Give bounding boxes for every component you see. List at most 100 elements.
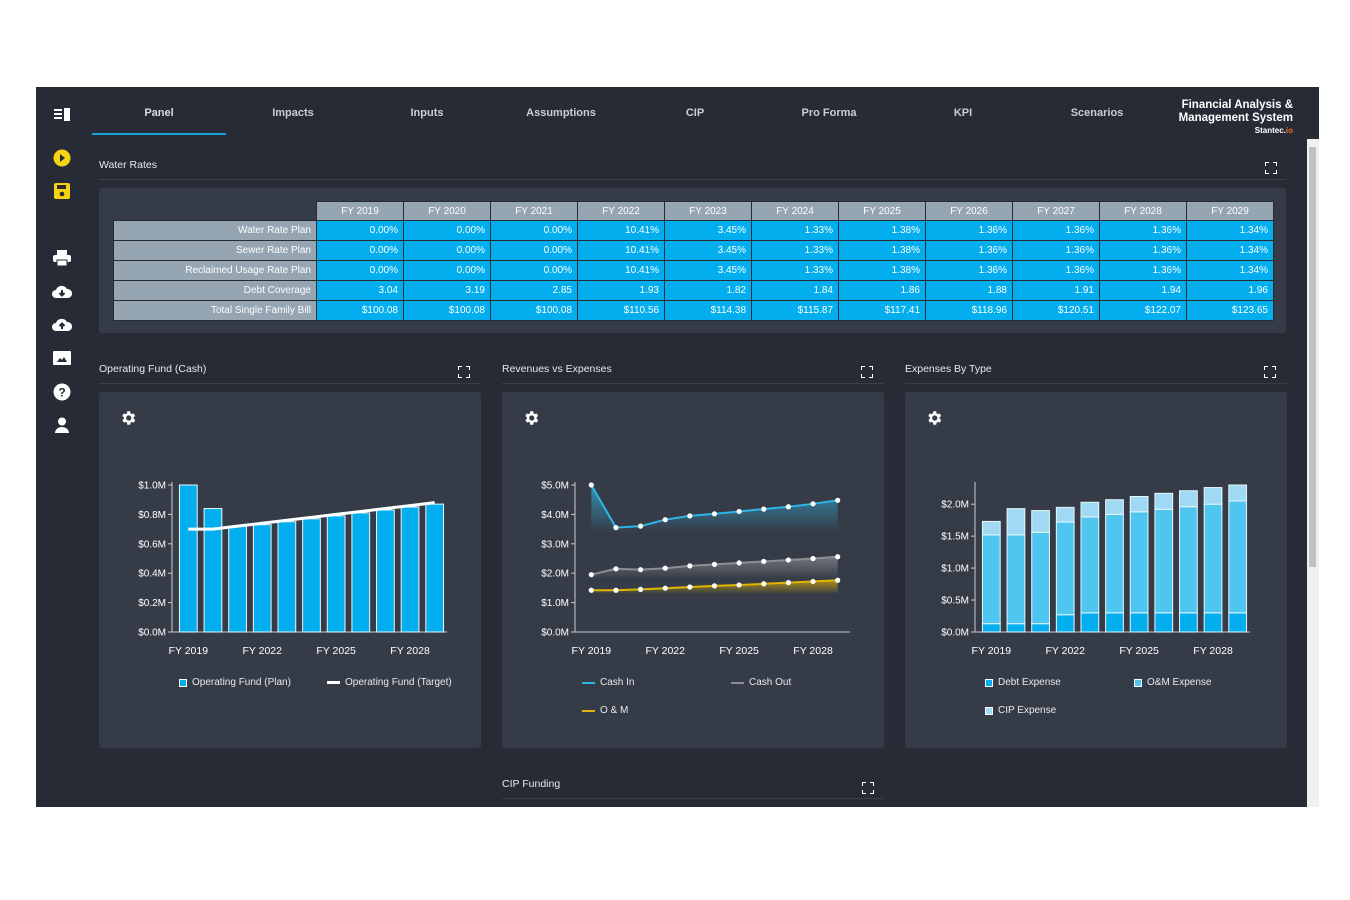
x-tick-label: FY 2028: [793, 645, 833, 657]
tab-scenarios[interactable]: Scenarios: [1070, 107, 1124, 119]
legend-item[interactable]: O & M: [582, 705, 628, 716]
legend-label: Debt Expense: [998, 677, 1061, 688]
scrollbar-thumb[interactable]: [1309, 147, 1316, 567]
point-o-m: [613, 587, 619, 593]
divider: [99, 179, 1286, 180]
bar-cip-expense: [1105, 499, 1124, 515]
tab-impacts[interactable]: Impacts: [272, 107, 314, 119]
x-tick-label: FY 2028: [390, 645, 430, 657]
table-cell: 1.33%: [751, 240, 839, 261]
legend-item[interactable]: O&M Expense: [1134, 677, 1211, 688]
menu-icon[interactable]: [50, 104, 74, 126]
table-cell: 0.00%: [316, 260, 404, 281]
row-label: Total Single Family Bill: [113, 300, 317, 321]
expand-icon[interactable]: [1264, 366, 1276, 378]
bar-cip-expense: [1080, 501, 1100, 518]
legend-item[interactable]: CIP Expense: [985, 705, 1056, 716]
scrollbar[interactable]: [1307, 139, 1319, 807]
point-cash-out: [662, 565, 668, 571]
legend-swatch: [582, 709, 595, 712]
y-tick-label: $0.4M: [138, 569, 166, 580]
table-cell: 10.41%: [577, 220, 665, 241]
point-cash-in: [736, 508, 742, 515]
y-tick-label: $0.2M: [138, 598, 166, 609]
column-header: FY 2025: [838, 201, 926, 221]
row-label: Debt Coverage: [113, 280, 317, 301]
table-cell: $117.41: [838, 300, 926, 321]
gear-icon[interactable]: [925, 409, 943, 427]
table-cell: 1.33%: [751, 260, 839, 281]
legend-item[interactable]: Cash Out: [731, 677, 791, 688]
point-cash-out: [835, 554, 841, 560]
expand-icon[interactable]: [862, 782, 874, 794]
upload-icon[interactable]: [50, 314, 74, 336]
bar-o-m-expense: [1179, 506, 1198, 614]
y-tick-label: $1.5M: [941, 532, 969, 543]
table-cell: $100.08: [403, 300, 491, 321]
legend-item[interactable]: Cash In: [582, 677, 634, 688]
image-icon[interactable]: [50, 347, 74, 369]
legend-item[interactable]: Operating Fund (Plan): [179, 677, 291, 688]
bar-operating-fund-plan-: [203, 508, 223, 633]
y-tick-label: $1.0M: [541, 598, 569, 609]
tab-panel[interactable]: Panel: [92, 87, 226, 135]
bar-o-m-expense: [1203, 503, 1223, 614]
bar-cip-expense: [1129, 496, 1149, 513]
y-tick-label: $0.8M: [138, 510, 166, 521]
legend-item[interactable]: Operating Fund (Target): [327, 677, 452, 688]
tab-inputs[interactable]: Inputs: [410, 107, 444, 119]
y-tick-label: $5.0M: [541, 481, 569, 492]
bar-operating-fund-plan-: [326, 515, 346, 633]
point-cash-out: [736, 560, 742, 566]
bar-debt-expense: [1228, 612, 1248, 633]
download-icon[interactable]: [50, 281, 74, 303]
point-o-m: [736, 582, 742, 588]
point-o-m: [785, 580, 792, 586]
legend-label: O&M Expense: [1147, 677, 1212, 688]
bar-operating-fund-plan-: [425, 503, 445, 633]
table-cell: 0.00%: [316, 240, 404, 261]
bar-operating-fund-plan-: [351, 512, 371, 633]
help-icon[interactable]: ?: [50, 381, 74, 403]
bar-operating-fund-plan-: [302, 518, 321, 633]
table-cell: $123.65: [1186, 300, 1274, 321]
table-cell: $118.96: [925, 300, 1013, 321]
column-header: FY 2021: [490, 201, 578, 221]
bar-o-m-expense: [1080, 516, 1100, 614]
table-cell: 1.94: [1099, 280, 1187, 301]
point-cash-in: [835, 497, 841, 503]
print-icon[interactable]: [50, 247, 74, 269]
legend-label: Operating Fund (Target): [345, 677, 452, 688]
chart-panel: $0.0M $0.2M $0.4M $0.6M $0.8M $1.0M FY 2019 FY …: [99, 392, 481, 748]
bar-debt-expense: [981, 623, 1001, 633]
y-tick-label: $1.0M: [941, 564, 969, 575]
bar-o-m-expense: [1129, 511, 1149, 614]
bar-o-m-expense: [981, 534, 1001, 625]
save-icon[interactable]: [50, 180, 74, 202]
point-cash-in: [687, 513, 693, 519]
tab-pro-forma[interactable]: Pro Forma: [801, 107, 857, 119]
gear-icon[interactable]: [119, 409, 137, 427]
point-o-m: [810, 578, 816, 585]
area-cash-out: [591, 556, 838, 579]
user-icon[interactable]: [50, 414, 74, 436]
tab-assumptions[interactable]: Assumptions: [526, 107, 596, 119]
table-row: Reclaimed Usage Rate Plan 0.00% 0.00% 0.00%…: [113, 260, 1274, 281]
table-cell: 1.88: [925, 280, 1013, 301]
point-o-m: [761, 581, 767, 587]
expand-icon[interactable]: [861, 366, 873, 378]
tab-cip[interactable]: CIP: [685, 107, 705, 119]
table-cell: 1.96: [1186, 280, 1274, 301]
area-cash-in: [591, 485, 838, 532]
y-tick-label: $0.0M: [541, 628, 569, 639]
expand-icon[interactable]: [1265, 162, 1277, 174]
bar-debt-expense: [1055, 614, 1075, 633]
brand-title-line1: Financial Analysis &: [1181, 99, 1293, 111]
gear-icon[interactable]: [522, 409, 540, 427]
y-tick-label: $3.0M: [541, 539, 569, 550]
legend-item[interactable]: Debt Expense: [985, 677, 1061, 688]
bar-debt-expense: [1154, 612, 1174, 633]
run-icon[interactable]: [50, 147, 74, 169]
expand-icon[interactable]: [458, 366, 470, 378]
tab-kpi[interactable]: KPI: [953, 107, 973, 119]
